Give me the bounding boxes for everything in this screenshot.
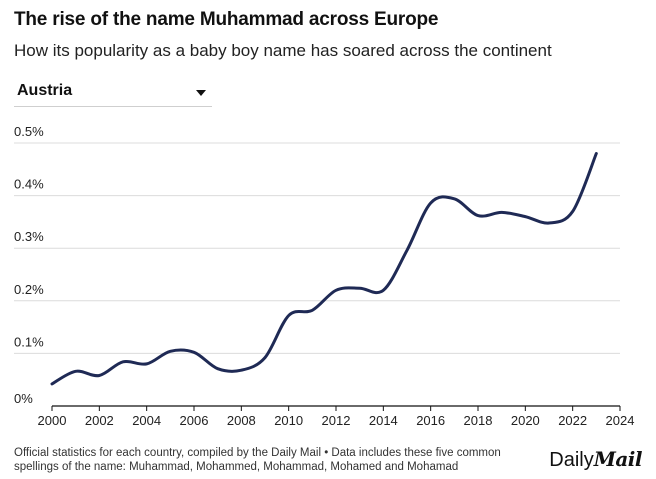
y-tick-label: 0%: [14, 391, 33, 406]
x-tick-label: 2012: [322, 413, 351, 428]
data-point[interactable]: [401, 244, 413, 256]
data-point[interactable]: [567, 205, 579, 217]
x-tick-label: 2000: [38, 413, 67, 428]
x-tick-label: 2004: [132, 413, 161, 428]
x-tick-label: 2014: [369, 413, 398, 428]
x-tick-label: 2024: [606, 413, 635, 428]
data-point[interactable]: [496, 206, 508, 218]
data-point[interactable]: [448, 193, 460, 205]
chevron-down-icon: [196, 90, 206, 96]
x-tick-label: 2016: [416, 413, 445, 428]
data-point[interactable]: [117, 356, 129, 368]
data-point[interactable]: [519, 211, 531, 223]
y-tick-label: 0.2%: [14, 282, 44, 297]
series-group: [46, 148, 602, 390]
x-tick-label: 2022: [558, 413, 587, 428]
source-note: Official statistics for each country, co…: [14, 446, 544, 474]
data-point[interactable]: [330, 284, 342, 296]
x-tick-label: 2008: [227, 413, 256, 428]
x-tick-label: 2006: [180, 413, 209, 428]
data-point[interactable]: [93, 369, 105, 381]
x-tick-label: 2020: [511, 413, 540, 428]
x-tick-label: 2002: [85, 413, 114, 428]
gridlines: [14, 142, 620, 354]
data-point[interactable]: [141, 358, 153, 370]
logo-daily: Daily: [549, 449, 594, 471]
y-tick-label: 0.1%: [14, 334, 44, 349]
data-point[interactable]: [472, 210, 484, 222]
x-axis: 2000 2002 2004 2006 2008 2010 2012 2014 2016 2018…: [38, 405, 635, 428]
data-point[interactable]: [590, 148, 602, 160]
y-tick-label: 0.5%: [14, 124, 44, 139]
country-dropdown[interactable]: Austria: [14, 80, 212, 107]
y-axis: 0% 0.1% 0.2% 0.3% 0.4% 0.5%: [14, 124, 44, 406]
data-point[interactable]: [543, 217, 555, 229]
y-tick-label: 0.4%: [14, 177, 44, 192]
data-point[interactable]: [164, 345, 176, 357]
data-point[interactable]: [259, 352, 271, 364]
country-dropdown-value: Austria: [17, 82, 73, 99]
daily-mail-logo: DailyMail: [549, 447, 642, 472]
data-point[interactable]: [354, 282, 366, 294]
data-point[interactable]: [46, 378, 58, 390]
data-point[interactable]: [306, 304, 318, 316]
series-line-austria: [50, 152, 598, 386]
data-point[interactable]: [212, 363, 224, 375]
y-tick-label: 0.3%: [14, 229, 44, 244]
logo-mail: Mail: [593, 447, 643, 471]
x-tick-label: 2010: [274, 413, 303, 428]
source-note-line-1: Official statistics for each country, co…: [14, 447, 501, 459]
data-point[interactable]: [283, 310, 295, 322]
data-point[interactable]: [188, 346, 200, 358]
data-point[interactable]: [235, 364, 247, 376]
x-tick-label: 2018: [464, 413, 493, 428]
chart-subtitle: How its popularity as a baby boy name ha…: [14, 41, 552, 60]
data-point[interactable]: [377, 284, 389, 296]
data-point[interactable]: [70, 365, 82, 377]
source-note-line-2: spellings of the name: Muhammad, Mohamme…: [14, 461, 459, 473]
chart-title: The rise of the name Muhammad across Eur…: [14, 9, 439, 30]
data-point[interactable]: [425, 197, 437, 209]
